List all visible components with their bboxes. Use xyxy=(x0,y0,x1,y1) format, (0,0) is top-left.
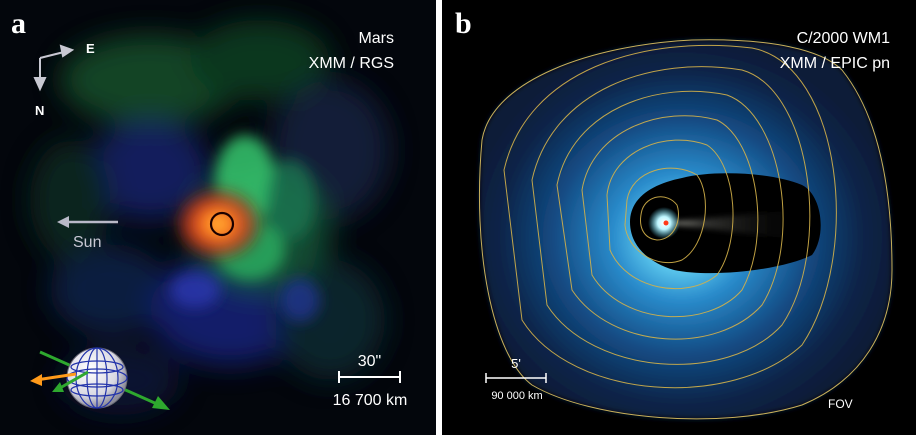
comet-nucleus-marker xyxy=(663,220,669,226)
panel-a-mars: a Mars XMM / RGS E N Sun 30" 16 700 km xyxy=(0,0,436,435)
fov-outline xyxy=(478,39,893,420)
comet-xray-image xyxy=(442,0,916,435)
panel-b-comet: b C/2000 WM1 XMM / EPIC pn 5' 90 000 km … xyxy=(442,0,916,435)
panel-a-instrument: XMM / RGS xyxy=(308,55,394,72)
panel-b-target: C/2000 WM1 xyxy=(796,30,890,47)
scale-a-angle: 30" xyxy=(357,353,382,370)
scale-b-distance: 90 000 km xyxy=(491,390,543,402)
panel-a-letter: a xyxy=(11,7,26,40)
scale-bar-a xyxy=(338,371,401,383)
sun-direction-arrow-icon xyxy=(57,216,118,228)
compass-icon xyxy=(33,44,75,92)
fov-label: FOV xyxy=(828,397,853,411)
compass-east-label: E xyxy=(86,41,95,56)
panel-b-letter: b xyxy=(455,7,472,40)
globe-orientation-icon xyxy=(30,347,170,410)
panel-a-target: Mars xyxy=(358,30,394,47)
scale-a-distance: 16 700 km xyxy=(332,392,408,409)
scale-bar-b xyxy=(485,373,547,383)
panel-b-instrument: XMM / EPIC pn xyxy=(779,55,890,72)
mars-xray-image xyxy=(0,0,436,435)
mars-disc-outline xyxy=(209,211,235,237)
compass-north-label: N xyxy=(35,103,45,118)
scale-b-angle: 5' xyxy=(511,356,521,371)
sun-label: Sun xyxy=(73,234,102,251)
intensity-contours xyxy=(503,44,837,389)
